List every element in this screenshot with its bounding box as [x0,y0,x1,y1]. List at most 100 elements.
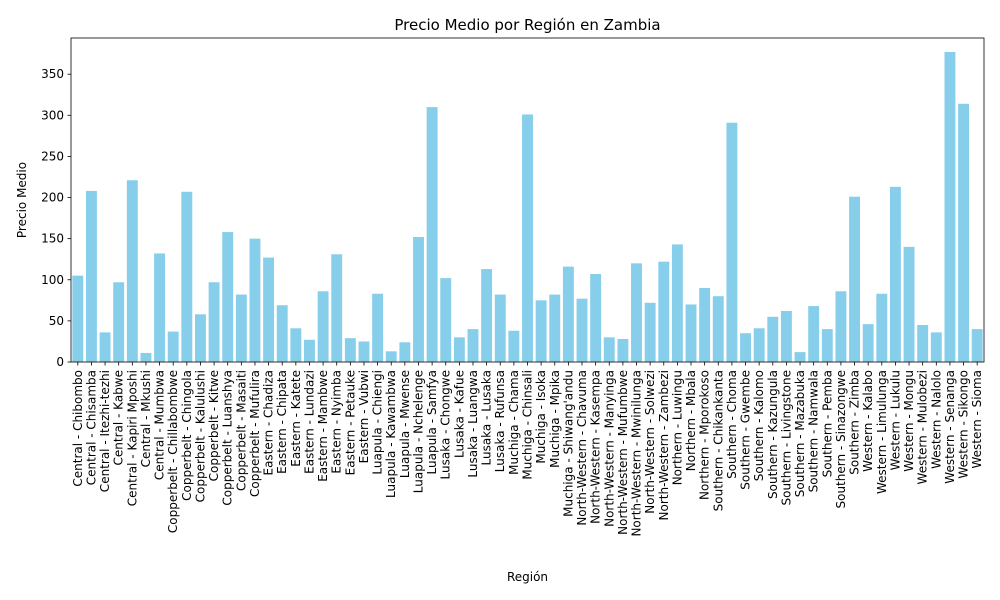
x-tick-label: Copperbelt - Masaiti [234,370,248,491]
x-tick-label: Southern - Zimba [848,370,862,475]
x-tick-label: Muchiga - Chinsali [521,370,535,480]
x-tick-label: Western - Senanga [943,370,957,484]
x-tick-label: Central - Mkushi [139,370,153,467]
bar [821,329,833,362]
x-tick-label: Muchiga - Mpika [548,370,562,468]
x-tick-label: Western - Sioma [970,370,984,469]
bar [331,254,343,362]
bar [344,338,356,362]
x-tick-label: Eastern - Petauke [343,370,357,475]
bar [181,191,193,362]
x-tick-label: Northern - Mporokoso [698,370,712,500]
x-tick-label: Eastern - Vubwi [357,370,371,463]
bar [222,232,234,362]
x-tick-label: North-Western - Zambezi [657,370,671,520]
x-tick-label: North-Western - Mufumbwe [616,370,630,535]
bar [235,294,247,362]
bar [126,180,138,362]
x-tick-label: Lusaka - Kafue [452,370,466,458]
bar [671,244,683,362]
y-tick-label: 0 [56,355,64,369]
bar [685,304,697,362]
bar [208,282,220,362]
x-tick-label: Luapula - Nchelenge [411,370,425,493]
bars-group [72,51,983,363]
x-tick-label: Western - Lukulu [888,370,902,470]
x-tick-label: Eastern - Mambwe [316,370,330,482]
y-tick-label: 250 [41,149,64,163]
x-tick-label: Central - Kapiri Mposhi [125,370,139,506]
bar [113,282,125,362]
bar [699,287,711,362]
y-tick-label: 100 [41,273,64,287]
bar [794,352,806,362]
bar [753,328,765,362]
x-tick-label: Southern - Sinazongwe [834,370,848,509]
bar [726,122,738,363]
x-tick-label: Southern - Kazungula [766,370,780,499]
bar [862,324,874,362]
bar [99,332,111,362]
x-tick-label: Northern - Luwingu [670,370,684,485]
x-tick-label: Central - Chisamba [84,370,98,485]
y-tick-label: 300 [41,108,64,122]
bar [876,293,888,362]
bar [317,291,329,362]
y-tick-label: 50 [49,314,64,328]
x-tick-label: Central - Mumbwa [153,370,167,480]
bar [562,266,574,362]
bar [276,305,288,362]
x-tick-label: Eastern - Chipata [275,370,289,474]
x-tick-label: Muchiga - Shiwang'andu [561,370,575,517]
bar [167,331,179,362]
bar [508,330,520,362]
y-tick-label: 200 [41,191,64,205]
x-tick-label: Copperbelt - Luanshya [221,370,235,506]
bar [958,103,970,362]
x-tick-label: Western - Sikongo [957,370,971,479]
x-tick-label: Western - Mulobezi [916,370,930,484]
bar [971,329,983,362]
bar [72,275,84,362]
x-tick-label: Central - Chibombo [71,370,85,487]
bar [740,333,751,362]
x-tick-label: Lusaka - Rufunsa [493,370,507,472]
bar [481,269,493,362]
bar [290,328,302,362]
bar [808,306,820,362]
bar [358,341,370,362]
bar [413,237,424,362]
bar [467,329,479,362]
bar [85,190,97,362]
x-tick-label: Southern - Namwala [807,370,821,492]
x-tick-label: North-Western - Chavuma [575,370,589,526]
bar [930,332,942,362]
x-tick-label: Luapula - Mwense [398,370,412,478]
x-tick-label: Eastern - Nyimba [330,370,344,474]
plot-frame [70,37,985,363]
chart-title: Precio Medio por Región en Zambia [394,16,660,34]
x-tick-label: Luapula - Samfya [425,370,439,474]
x-tick-label: Western - Kalabo [861,370,875,472]
bar [426,107,438,362]
x-tick-label: Lusaka - Chongwe [439,370,453,479]
bar [644,302,656,362]
x-tick-label: Muchiga - Isoka [534,370,548,464]
bar [453,337,465,362]
y-axis-title: Precio Medio [15,162,29,238]
x-tick-label: North-Western - Manyinga [602,370,616,527]
bar [889,186,901,362]
x-tick-label: Western - Limulunga [875,370,889,494]
bar [522,114,533,362]
x-tick-label: Luapula - Chiengi [371,370,385,475]
bar [767,316,779,362]
x-tick-label: Southern - Mazabuka [793,370,807,497]
y-tick-label: 150 [41,232,64,246]
x-tick-label: Eastern - Katete [289,370,303,467]
x-tick-label: Central - Kabwe [112,370,126,465]
bar [372,293,384,362]
x-tick-label: Copperbelt - Kitwe [207,370,221,481]
bar [249,238,261,362]
bar [712,296,724,362]
